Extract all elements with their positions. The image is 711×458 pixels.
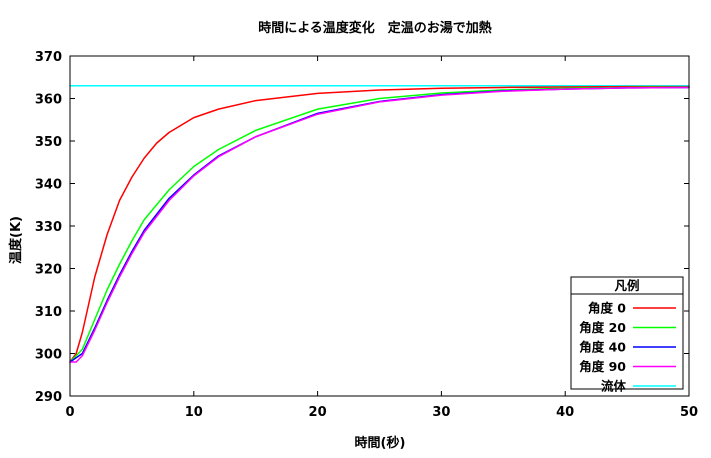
x-tick-label: 10 <box>185 405 203 420</box>
x-tick-label: 50 <box>680 405 698 420</box>
series-line-0 <box>69 85 690 363</box>
legend-label: 角度 20 <box>579 320 626 335</box>
legend-label: 角度 0 <box>588 301 626 316</box>
y-tick-label: 370 <box>35 50 62 65</box>
y-tick-label: 300 <box>35 348 62 363</box>
x-tick-label: 40 <box>556 405 574 420</box>
series-layer <box>69 85 690 363</box>
y-tick-label: 310 <box>35 305 62 320</box>
legend-label: 角度 40 <box>579 340 626 355</box>
legend-entries: 角度 0 角度 20 角度 40 角度 90 流体 <box>579 301 676 394</box>
y-tick-label: 290 <box>35 390 62 405</box>
x-tick-label: 30 <box>432 405 450 420</box>
y-tick-label: 350 <box>35 135 62 150</box>
x-tick-label: 0 <box>65 405 74 420</box>
y-axis-label: 温度(K) <box>8 216 24 264</box>
y-tick-label: 360 <box>35 93 62 108</box>
legend-title: 凡例 <box>614 278 639 293</box>
y-axis-ticks: 290 300 310 320 330 340 350 360 370 <box>35 50 689 405</box>
legend-label: 角度 90 <box>579 359 626 374</box>
series-line-3 <box>69 86 690 363</box>
legend-label: 流体 <box>601 379 627 394</box>
x-axis-label: 時間(秒) <box>355 435 406 451</box>
y-tick-label: 320 <box>35 263 62 278</box>
x-axis-ticks: 0 10 20 30 40 50 <box>65 56 698 420</box>
legend-box <box>570 276 684 390</box>
series-line-1 <box>69 86 690 363</box>
y-tick-label: 330 <box>35 220 62 235</box>
legend: 凡例 角度 0 角度 20 角度 40 角度 90 流体 <box>570 276 684 394</box>
y-tick-label: 340 <box>35 178 62 193</box>
chart-title: 時間による温度変化 定温のお湯で加熱 <box>258 20 492 36</box>
x-tick-label: 20 <box>309 405 327 420</box>
